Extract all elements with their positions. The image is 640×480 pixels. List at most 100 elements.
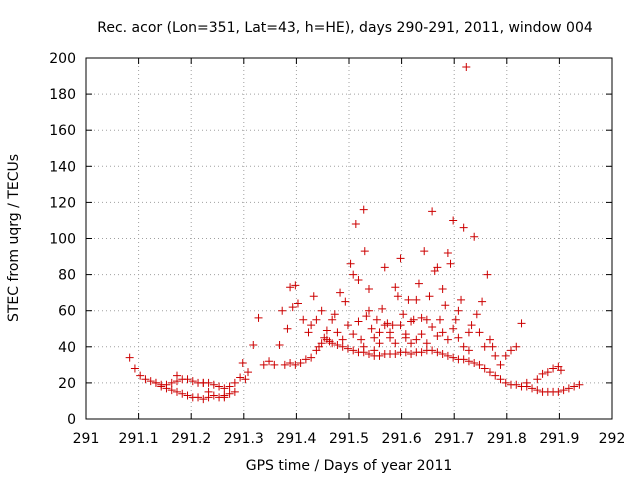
data-point (378, 304, 387, 313)
data-point (417, 348, 426, 357)
data-point (393, 292, 402, 301)
data-point (360, 247, 369, 256)
data-point (422, 315, 431, 324)
data-point (391, 283, 400, 292)
data-point (338, 342, 347, 351)
data-point (564, 384, 573, 393)
data-point (364, 306, 373, 315)
y-tick-label: 140 (49, 159, 76, 175)
y-tick-label: 180 (49, 87, 76, 103)
data-point (507, 346, 516, 355)
data-point (236, 373, 245, 382)
data-point (204, 387, 213, 396)
data-point (391, 339, 400, 348)
data-point (343, 344, 352, 353)
data-point (325, 337, 334, 346)
data-point (333, 328, 342, 337)
data-point (575, 380, 584, 389)
data-point (172, 371, 181, 380)
data-point (433, 331, 442, 340)
x-tick-label: 291.1 (119, 431, 159, 447)
data-point (438, 328, 447, 337)
y-tick-label: 200 (49, 51, 76, 67)
data-point (317, 306, 326, 315)
data-point (254, 313, 263, 322)
data-point (472, 310, 481, 319)
data-point (199, 395, 208, 404)
data-point (517, 319, 526, 328)
grid-lines (86, 58, 612, 419)
y-tick-labels: 0 20 40 60 80 100 120 140 160 180 200 (49, 51, 76, 428)
data-point (480, 364, 489, 373)
x-axis-title: GPS time / Days of year 2011 (246, 458, 453, 474)
data-point (125, 353, 134, 362)
data-point (249, 340, 258, 349)
data-point (220, 384, 229, 393)
data-point (485, 335, 494, 344)
data-point (349, 270, 358, 279)
data-point (291, 281, 300, 290)
data-point (372, 315, 381, 324)
data-point (215, 382, 224, 391)
y-tick-label: 20 (58, 376, 76, 392)
x-tick-label: 291.7 (434, 431, 474, 447)
data-point (407, 350, 416, 359)
data-point (449, 216, 458, 225)
data-point (194, 393, 203, 402)
x-tick-label: 291.5 (329, 431, 369, 447)
data-point (375, 351, 384, 360)
data-point (428, 322, 437, 331)
data-point (364, 285, 373, 294)
y-tick-label: 100 (49, 232, 76, 248)
data-point (401, 330, 410, 339)
data-point (412, 295, 421, 304)
data-point (146, 377, 155, 386)
data-point (470, 232, 479, 241)
data-point (425, 292, 434, 301)
data-point (464, 346, 473, 355)
data-point (359, 342, 368, 351)
data-point (259, 360, 268, 369)
x-tick-label: 291.8 (487, 431, 527, 447)
data-point (417, 330, 426, 339)
data-point (280, 360, 289, 369)
data-point (454, 306, 463, 315)
data-point (399, 310, 408, 319)
x-tick-label: 291 (73, 431, 100, 447)
data-point (157, 382, 166, 391)
data-point (278, 306, 287, 315)
data-point (422, 339, 431, 348)
data-point (459, 342, 468, 351)
data-point (349, 330, 358, 339)
data-point (522, 378, 531, 387)
data-point (336, 288, 345, 297)
data-point (283, 324, 292, 333)
data-point (443, 248, 452, 257)
data-point (265, 357, 274, 366)
data-point (407, 339, 416, 348)
data-point (270, 360, 279, 369)
data-point (420, 247, 429, 256)
data-point (375, 328, 384, 337)
data-point (343, 321, 352, 330)
data-point (312, 315, 321, 324)
data-point (428, 207, 437, 216)
data-point (188, 377, 197, 386)
data-point (225, 389, 234, 398)
data-point (457, 295, 466, 304)
data-point (543, 368, 552, 377)
data-point (301, 355, 310, 364)
data-point (414, 279, 423, 288)
data-point (370, 346, 379, 355)
data-point (549, 364, 558, 373)
data-point (433, 263, 442, 272)
data-point (454, 333, 463, 342)
data-point (183, 375, 192, 384)
data-point (449, 324, 458, 333)
data-point (293, 299, 302, 308)
axis-ticks (85, 57, 613, 420)
data-point (464, 357, 473, 366)
data-point (478, 297, 487, 306)
data-point (275, 340, 284, 349)
